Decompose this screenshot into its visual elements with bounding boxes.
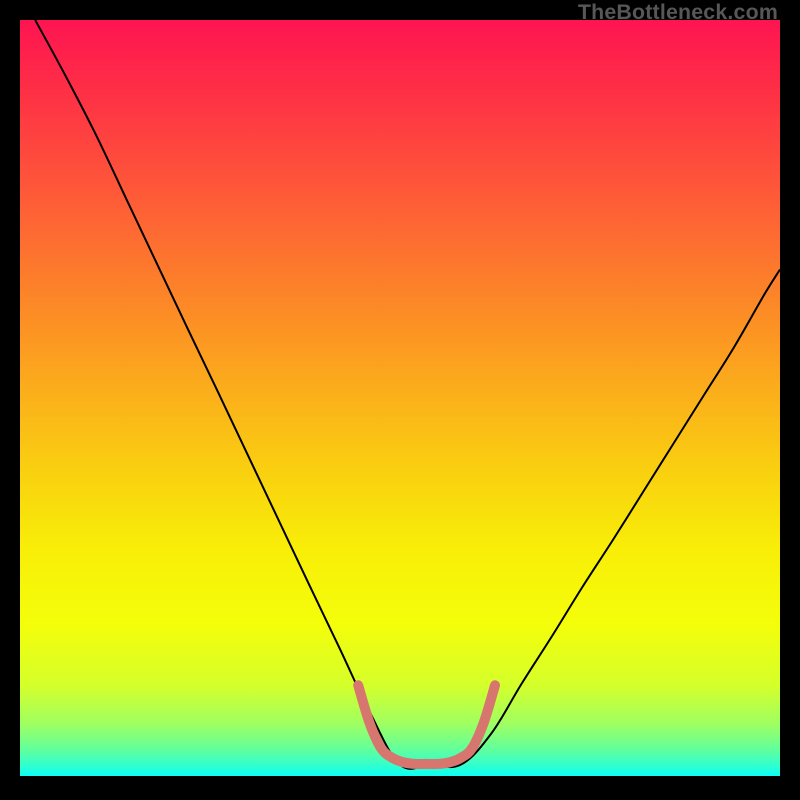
chart-svg [20, 20, 780, 776]
watermark-text: TheBottleneck.com [578, 0, 778, 24]
watermark-wrap: TheBottleneck.com [578, 0, 778, 25]
chart-container: TheBottleneck.com [0, 0, 800, 800]
chart-background [20, 20, 780, 776]
plot-area [20, 20, 780, 776]
